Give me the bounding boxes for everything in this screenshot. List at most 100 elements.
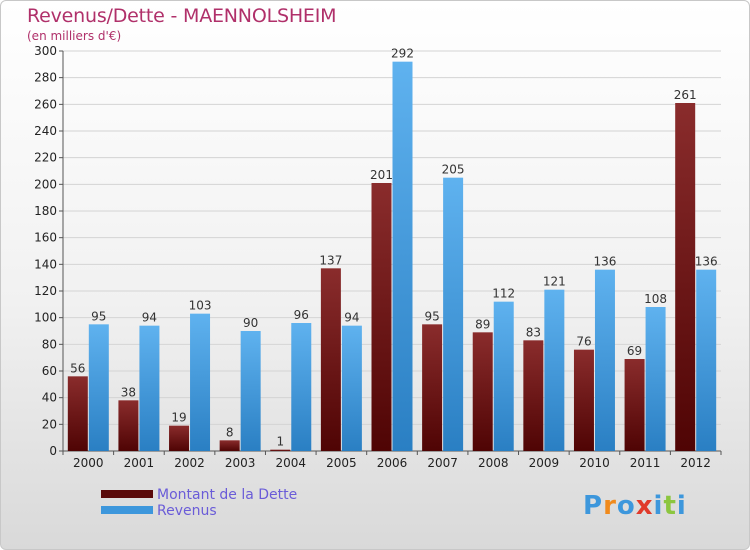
value-label-dette: 69	[627, 344, 642, 358]
legend-label-dette: Montant de la Dette	[157, 487, 298, 503]
y-tick-label: 60	[42, 364, 57, 378]
bar-revenus-2002	[190, 313, 211, 451]
bar-dette-2010	[573, 349, 594, 451]
bar-dette-2004	[270, 449, 291, 451]
value-label-dette: 38	[121, 385, 136, 399]
value-label-dette: 1	[276, 435, 284, 449]
x-tick-label: 2010	[579, 456, 610, 470]
value-label-dette: 83	[526, 325, 541, 339]
x-tick-label: 2003	[225, 456, 256, 470]
x-tick-label: 2009	[529, 456, 560, 470]
bar-dette-2012	[675, 103, 696, 451]
logo-letter: P	[583, 491, 604, 521]
value-label-dette: 56	[70, 361, 85, 375]
logo-letter: i	[653, 491, 664, 521]
bar-revenus-2008	[493, 301, 514, 451]
bar-revenus-2000	[88, 324, 109, 451]
x-tick-label: 2002	[174, 456, 205, 470]
bar-revenus-2003	[240, 331, 261, 451]
value-label-dette: 8	[226, 425, 234, 439]
chart-subtitle: (en milliers d'€)	[27, 29, 122, 43]
value-label-dette: 137	[319, 253, 342, 267]
y-tick-label: 240	[34, 124, 57, 138]
value-label-revenus: 103	[189, 299, 212, 313]
value-label-dette: 201	[370, 168, 393, 182]
y-tick-label: 280	[34, 71, 57, 85]
logo-letter: t	[663, 491, 677, 521]
value-label-dette: 95	[424, 309, 439, 323]
x-tick-label: 2006	[377, 456, 408, 470]
x-tick-label: 2008	[478, 456, 509, 470]
x-tick-label: 2004	[275, 456, 306, 470]
value-label-dette: 76	[576, 335, 591, 349]
bar-dette-2003	[219, 440, 240, 451]
bar-revenus-2012	[696, 269, 717, 451]
y-tick-label: 120	[34, 284, 57, 298]
value-label-revenus: 94	[142, 311, 157, 325]
bar-dette-2007	[422, 324, 443, 451]
y-tick-label: 140	[34, 257, 57, 271]
bar-revenus-2009	[544, 289, 565, 451]
value-label-revenus: 292	[391, 47, 414, 61]
y-tick-label: 100	[34, 311, 57, 325]
x-tick-label: 2000	[73, 456, 104, 470]
bar-revenus-2006	[392, 61, 413, 452]
bar-dette-2005	[320, 268, 341, 451]
value-label-dette: 89	[475, 317, 490, 331]
y-tick-label: 40	[42, 391, 57, 405]
grid-lines	[63, 50, 721, 452]
value-label-revenus: 205	[442, 163, 465, 177]
x-tick-label: 2005	[326, 456, 357, 470]
y-tick-label: 160	[34, 231, 57, 245]
value-label-revenus: 136	[594, 255, 617, 269]
bar-dette-2000	[67, 376, 88, 451]
y-tick-label: 300	[34, 44, 57, 58]
chart-title: Revenus/Dette - MAENNOLSHEIM	[27, 5, 337, 27]
y-tick-label: 180	[34, 204, 57, 218]
bar-dette-2008	[472, 332, 493, 451]
y-tick-label: 20	[42, 417, 57, 431]
bar-dette-2009	[523, 340, 544, 451]
y-tick-label: 80	[42, 337, 57, 351]
value-label-revenus: 121	[543, 275, 566, 289]
logo-letter: i	[676, 491, 687, 521]
bar-dette-2001	[118, 400, 139, 451]
legend-swatch-revenus	[101, 506, 153, 514]
bar-revenus-2004	[291, 323, 312, 451]
y-tick-label: 0	[49, 444, 57, 458]
bar-dette-2011	[624, 359, 645, 451]
value-label-revenus: 96	[294, 308, 309, 322]
value-label-dette: 19	[171, 411, 186, 425]
bar-dette-2002	[169, 425, 190, 451]
x-tick-label: 2012	[680, 456, 711, 470]
x-tick-label: 2001	[124, 456, 155, 470]
y-tick-label: 200	[34, 177, 57, 191]
x-tick-label: 2007	[427, 456, 458, 470]
value-label-revenus: 108	[644, 292, 667, 306]
value-label-revenus: 90	[243, 316, 258, 330]
value-label-revenus: 112	[492, 287, 515, 301]
bar-revenus-2010	[594, 269, 615, 451]
logo-letter: r	[603, 491, 617, 521]
legend-label-revenus: Revenus	[157, 503, 217, 519]
labels: 0 20 40 60 80 100 120 140 160 180 200 220 240 260 280 3…	[34, 44, 718, 470]
value-label-revenus: 94	[344, 311, 359, 325]
x-tick-label: 2011	[630, 456, 661, 470]
bars	[67, 61, 717, 452]
legend-swatch-dette	[101, 490, 153, 498]
y-tick-label: 260	[34, 97, 57, 111]
logo-letter: x	[635, 491, 654, 521]
value-label-dette: 261	[674, 88, 697, 102]
bar-revenus-2005	[341, 325, 362, 451]
y-tick-label: 220	[34, 151, 57, 165]
value-label-revenus: 95	[91, 309, 106, 323]
bar-revenus-2007	[443, 177, 464, 451]
bar-dette-2006	[371, 183, 392, 451]
bar-revenus-2011	[645, 307, 666, 451]
bar-revenus-2001	[139, 325, 160, 451]
logo-letter: o	[616, 491, 636, 521]
value-label-revenus: 136	[695, 255, 718, 269]
proxiti-logo: Proxiti	[583, 491, 687, 521]
